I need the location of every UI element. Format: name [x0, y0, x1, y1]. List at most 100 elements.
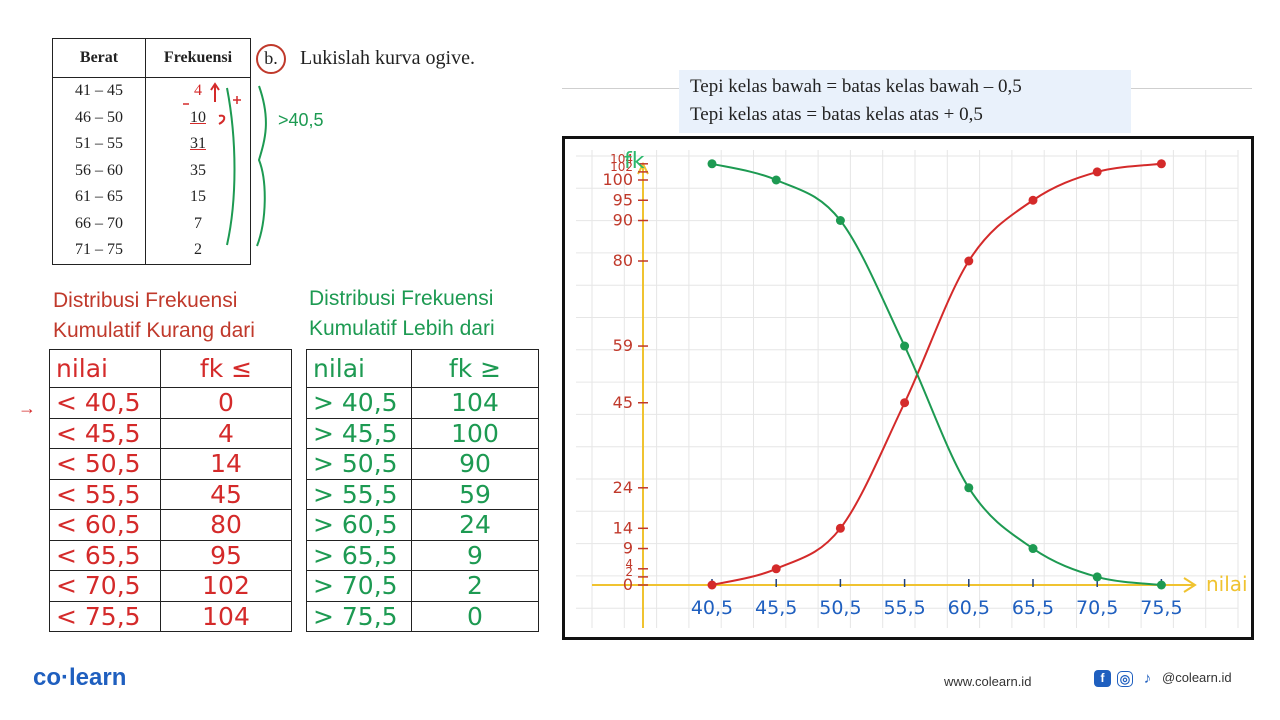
ld-nilai: > 60,5: [306, 509, 412, 541]
ld-row: > 65,5 9: [306, 539, 539, 571]
ld-nilai: > 75,5: [306, 600, 412, 632]
ld-nilai: > 55,5: [306, 478, 412, 510]
y-tick-label: 14: [613, 518, 633, 537]
ld-row: > 70,5 2: [306, 570, 539, 602]
kd-fk: 45: [160, 478, 292, 510]
kurang-dari-title-line-1: Distribusi Frekuensi: [53, 289, 238, 312]
footer-url: www.colearn.id: [944, 674, 1032, 689]
ld-fk: 100: [411, 417, 539, 449]
kd-row: < 55,5 45: [49, 478, 292, 510]
lebih-dari-title: Distribusi Frekuensi Kumulatif Lebih dar…: [309, 284, 495, 344]
x-tick-label: 45,5: [755, 597, 797, 619]
x-tick-label: 50,5: [819, 597, 861, 619]
ld-row: > 55,5 59: [306, 478, 539, 510]
freq-berat: 51 – 55: [52, 131, 146, 158]
ld-fk: 104: [411, 387, 539, 419]
ld-header-fk: fk ≥: [411, 349, 539, 388]
y-axis-label: fk: [624, 149, 645, 174]
y-tick-label: 104: [610, 152, 633, 166]
x-tick-label: 65,5: [1012, 597, 1054, 619]
kurang-dari-title: Distribusi Frekuensi Kumulatif Kurang da…: [53, 286, 255, 346]
freq-berat: 61 – 65: [52, 184, 146, 211]
ogive-kurang-dari-point: [900, 398, 910, 408]
kd-nilai: < 45,5: [49, 417, 161, 449]
kurang-dari-title-line-2: Kumulatif Kurang dari: [53, 319, 255, 342]
ld-nilai: > 40,5: [306, 387, 412, 419]
ogive-kurang-dari-point: [707, 580, 717, 590]
ogive-kurang-dari-point: [1092, 167, 1102, 177]
ld-row: > 60,5 24: [306, 509, 539, 541]
x-tick-label: 70,5: [1076, 597, 1118, 619]
ld-fk: 24: [411, 509, 539, 541]
ld-nilai: > 45,5: [306, 417, 412, 449]
ogive-kurang-dari-line: [711, 162, 1162, 586]
y-tick-label: 95: [613, 190, 633, 209]
freq-row: 41 – 45 4: [52, 77, 251, 105]
ld-nilai: > 70,5: [306, 570, 412, 602]
freq-frekuensi: 7: [145, 210, 251, 237]
question-text: Lukislah kurva ogive.: [300, 47, 475, 69]
header-berat: Berat: [52, 38, 146, 78]
y-tick-label: 59: [613, 336, 633, 355]
freq-row: 66 – 70 7: [52, 210, 251, 237]
kd-nilai: < 55,5: [49, 478, 161, 510]
kd-row: < 65,5 95: [49, 539, 292, 571]
kd-nilai: < 60,5: [49, 509, 161, 541]
frequency-table: Berat Frekuensi 41 – 45 4 46 – 50 10 51 – 55…: [52, 38, 251, 265]
kd-row: < 70,5 102: [49, 570, 292, 602]
y-tick-label: 4: [625, 557, 633, 571]
y-tick-label: 2: [625, 565, 633, 579]
social-handle: @colearn.id: [1162, 670, 1232, 685]
kd-row: < 75,5 104: [49, 600, 292, 632]
x-tick-label: 55,5: [883, 597, 925, 619]
lebih-dari-title-line-2: Kumulatif Lebih dari: [309, 317, 495, 340]
annotation-note: >40,5: [278, 110, 324, 130]
y-tick-label: 80: [613, 251, 633, 270]
freq-berat: 46 – 50: [52, 104, 146, 131]
kurang-dari-table: nilai fk ≤ < 40,5 0 < 45,5 4 < 50,5 14 < 55,5 45 <…: [49, 349, 292, 632]
kd-nilai: < 40,5: [49, 387, 161, 419]
colearn-logo: co·learn: [33, 664, 127, 691]
ogive-lebih-dari-point: [771, 175, 781, 185]
kd-row: < 45,5 4: [49, 417, 292, 449]
ogive-lebih-dari-point: [964, 483, 974, 493]
tiktok-icon[interactable]: ♪: [1143, 670, 1152, 688]
ld-row: > 50,5 90: [306, 448, 539, 480]
kd-row: < 40,5 0: [49, 387, 292, 419]
chart-frame: [562, 136, 1254, 640]
instagram-icon[interactable]: ◎: [1117, 670, 1133, 687]
ld-row: > 45,5 100: [306, 417, 539, 449]
kd-row: < 50,5 14: [49, 448, 292, 480]
freq-berat: 66 – 70: [52, 210, 146, 237]
y-tick-label: 9: [623, 539, 633, 558]
kd-fk: 95: [160, 539, 292, 571]
ld-row: > 75,5 0: [306, 600, 539, 632]
formula-line-1: Tepi kelas bawah = batas kelas bawah – 0…: [690, 76, 1022, 97]
ogive-lebih-dari-point: [835, 216, 845, 225]
ld-fk: 90: [411, 448, 539, 480]
ld-fk: 0: [411, 600, 539, 632]
ogive-lebih-dari-point: [900, 341, 910, 351]
footer-social: f ◎ ♪ @colearn.id: [1094, 670, 1232, 688]
kd-nilai: < 70,5: [49, 570, 161, 602]
kd-nilai: < 75,5: [49, 600, 161, 632]
kd-fk: 0: [160, 387, 292, 419]
kd-fk: 104: [160, 600, 292, 632]
formula-line-2: Tepi kelas atas = batas kelas atas + 0,5: [690, 104, 983, 125]
facebook-icon[interactable]: f: [1094, 670, 1111, 688]
ld-fk: 59: [411, 478, 539, 510]
kd-fk: 80: [160, 509, 292, 541]
freq-berat: 41 – 45: [52, 77, 146, 105]
ld-header-row: nilai fk ≥: [306, 349, 539, 388]
question-number: b.: [256, 44, 286, 74]
y-tick-label: 90: [613, 211, 633, 230]
x-axis-label: nilai: [1206, 572, 1248, 596]
x-axis-arrow: [1183, 577, 1197, 593]
formula-box: Tepi kelas bawah = batas kelas bawah – 0…: [679, 70, 1131, 133]
freq-row: 71 – 75 2: [52, 237, 251, 265]
ld-nilai: > 50,5: [306, 448, 412, 480]
ld-fk: 2: [411, 570, 539, 602]
x-tick-label: 60,5: [948, 597, 990, 619]
lebih-dari-table: nilai fk ≥ > 40,5 104 > 45,5 100 > 50,5 90 > 55,…: [306, 349, 539, 632]
